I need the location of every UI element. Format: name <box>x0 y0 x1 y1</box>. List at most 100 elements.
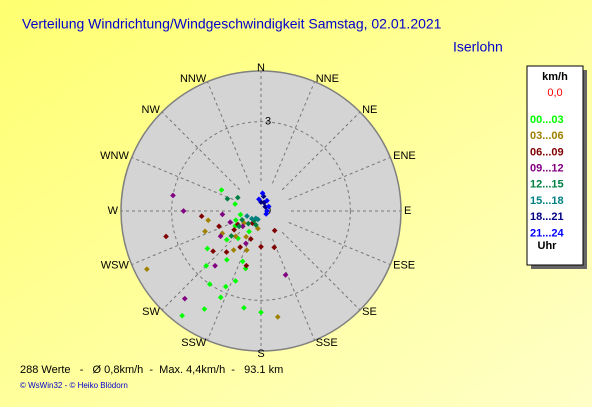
wind-point <box>212 262 218 269</box>
direction-label: NW <box>142 104 161 116</box>
wind-point <box>258 309 264 316</box>
wind-point <box>144 266 150 272</box>
wind-point <box>246 228 252 235</box>
direction-label: W <box>108 205 119 217</box>
legend-entry: 09...12 <box>530 163 564 175</box>
wind-point <box>247 236 254 242</box>
wind-point <box>180 208 187 214</box>
direction-label: S <box>257 348 264 360</box>
chart-title: Verteilung Windrichtung/Windgeschwindigk… <box>22 16 442 32</box>
legend-entry: 03...06 <box>530 130 564 142</box>
wind-point <box>216 223 222 230</box>
wind-point <box>253 222 259 228</box>
legend-unit: Uhr <box>538 240 558 252</box>
spoke <box>281 231 361 311</box>
wind-point <box>244 213 250 219</box>
legend-entry: 06...09 <box>530 146 564 158</box>
wind-point <box>262 203 269 210</box>
wind-point <box>163 233 169 240</box>
wind-point <box>243 233 249 240</box>
wind-point <box>239 216 245 223</box>
wind-point <box>230 247 237 253</box>
wind-point <box>218 187 225 193</box>
wind-point <box>222 283 229 290</box>
spoke <box>206 238 250 341</box>
direction-label: WNW <box>100 150 129 162</box>
legend-box <box>526 65 584 266</box>
wind-point <box>223 236 230 243</box>
spoke <box>206 81 250 184</box>
direction-label: SSE <box>316 337 338 349</box>
wind-point <box>204 245 211 252</box>
wind-point <box>170 192 176 199</box>
wind-point <box>224 256 230 263</box>
wind-point <box>203 262 210 269</box>
wind-point <box>223 249 230 255</box>
direction-label: WSW <box>101 260 130 272</box>
wind-point <box>227 219 234 226</box>
direction-label: ESE <box>393 260 415 272</box>
legend-entry: 15...18 <box>530 195 564 207</box>
wind-point <box>236 223 242 230</box>
wind-point <box>205 217 212 224</box>
wind-point <box>232 278 239 284</box>
spoke <box>272 238 316 341</box>
location: Iserlohn <box>453 39 503 55</box>
wind-point <box>256 196 262 203</box>
direction-label: SE <box>362 306 377 318</box>
spoke <box>131 156 234 200</box>
wind-point <box>201 306 208 312</box>
wind-point <box>243 240 249 247</box>
grid-circle <box>171 121 351 301</box>
direction-label: SSW <box>181 337 207 349</box>
wind-point <box>259 190 266 197</box>
wind-point <box>263 211 269 217</box>
direction-label: ENE <box>393 150 416 162</box>
legend-entry: 00...03 <box>530 114 564 126</box>
spoke <box>288 222 391 266</box>
wind-point <box>265 203 272 210</box>
wind-point <box>271 227 278 234</box>
direction-label: N <box>257 62 265 74</box>
wind-point <box>232 201 238 207</box>
wind-point <box>241 304 247 311</box>
wind-point <box>232 233 239 240</box>
wind-point <box>206 281 213 288</box>
direction-label: NE <box>362 104 377 116</box>
wind-point <box>232 217 239 223</box>
wind-point <box>243 247 250 254</box>
wind-point <box>282 272 289 278</box>
wind-point <box>231 226 237 233</box>
wind-point <box>239 223 246 230</box>
wind-point <box>274 314 281 320</box>
direction-label: E <box>404 205 411 217</box>
legend-entry: 12...15 <box>530 179 564 191</box>
wind-point <box>249 215 255 222</box>
spoke <box>272 81 316 184</box>
wind-point <box>237 244 243 250</box>
wind-point <box>179 312 185 319</box>
spoke <box>161 111 241 191</box>
credit: © WsWin32 - © Heiko Blödorn <box>20 381 128 390</box>
wind-point <box>245 220 252 227</box>
wind-point <box>219 211 226 218</box>
r-tick-label: 3 <box>265 116 271 128</box>
legend-title: km/h <box>542 71 568 83</box>
spoke <box>161 231 241 311</box>
wind-point <box>264 197 270 204</box>
legend-entry: 18...21 <box>530 211 564 223</box>
wind-point <box>217 233 224 240</box>
spoke <box>288 156 391 200</box>
calm-value: 0,0 <box>547 87 562 99</box>
wind-point <box>243 262 250 269</box>
wind-point <box>217 294 224 301</box>
footer: 288 Werte - Ø 0,8km/h - Max. 4,4km/h - 9… <box>20 364 283 376</box>
wind-point <box>237 211 244 218</box>
spoke <box>131 222 234 266</box>
legend-entry: 21...24 <box>530 227 565 239</box>
wind-point <box>181 295 188 302</box>
wind-point <box>234 194 241 201</box>
spoke <box>281 111 361 191</box>
wind-point <box>239 258 246 265</box>
